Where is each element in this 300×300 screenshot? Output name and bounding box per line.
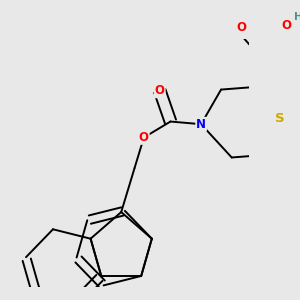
Text: O: O <box>155 84 165 98</box>
Text: O: O <box>281 19 291 32</box>
Text: O: O <box>139 131 149 144</box>
Text: N: N <box>196 118 206 131</box>
Text: S: S <box>275 112 284 125</box>
Text: O: O <box>236 20 246 34</box>
Text: H: H <box>294 12 300 22</box>
